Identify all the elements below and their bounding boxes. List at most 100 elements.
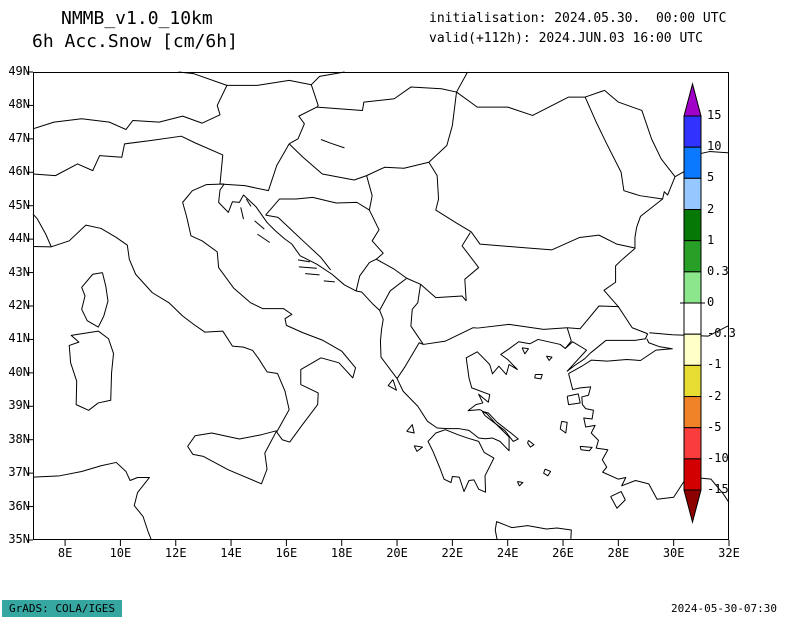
coastline-path xyxy=(69,331,113,410)
lon-axis-label: 28E xyxy=(607,546,630,560)
coastline-path xyxy=(482,411,518,441)
lat-axis-label: 48N xyxy=(8,97,30,112)
country-border-path xyxy=(462,232,479,301)
colorbar-level-label: 0 xyxy=(707,295,715,310)
country-border-path xyxy=(605,90,676,176)
coastline-path xyxy=(528,440,534,447)
country-border-path xyxy=(585,97,662,199)
coastline-path xyxy=(219,184,648,451)
country-border-path xyxy=(289,92,456,180)
lat-axis-label: 41N xyxy=(8,331,30,346)
lat-axis-label: 46N xyxy=(8,164,30,179)
lon-axis-label: 12E xyxy=(164,546,187,560)
colorbar-level-label: -15 xyxy=(707,482,729,497)
lon-axis-label: 8E xyxy=(57,546,73,560)
country-border-path xyxy=(33,136,223,184)
coastline-path xyxy=(517,481,523,485)
lon-axis-label: 14E xyxy=(220,546,242,560)
colorbar-segment xyxy=(683,240,702,273)
field-title: 6h Acc.Snow [cm/6h] xyxy=(32,31,238,52)
country-border-path xyxy=(266,197,370,215)
lat-axis-label: 36N xyxy=(8,498,30,513)
colorbar-segment xyxy=(683,271,702,304)
lat-axis-label: 45N xyxy=(8,197,30,212)
lat-axis-label: 35N xyxy=(8,532,30,546)
lon-axis-label: 32E xyxy=(718,546,740,560)
grads-stamp: GrADS: COLA/IGES xyxy=(2,600,122,617)
colorbar-segment xyxy=(683,177,702,211)
country-border-path xyxy=(457,90,605,115)
colorbar-segment xyxy=(683,396,702,429)
colorbar-segment xyxy=(683,209,702,242)
country-border-path xyxy=(367,176,373,210)
coastline-path xyxy=(560,421,567,433)
coastline-path xyxy=(246,199,251,206)
coastline-path xyxy=(522,348,528,354)
lon-axis-label: 26E xyxy=(552,546,574,560)
lon-axis-label: 30E xyxy=(662,546,685,560)
coastline-path xyxy=(569,339,673,374)
colorbar-arrow-down xyxy=(683,489,702,524)
coastline-path xyxy=(569,374,729,503)
colorbar-segment xyxy=(683,364,702,398)
colorbar-segment xyxy=(683,333,702,366)
coastline-path xyxy=(544,469,551,476)
coastline-path xyxy=(82,273,108,327)
country-border-path xyxy=(429,162,635,250)
colorbar-level-label: -10 xyxy=(707,450,729,465)
lat-axis-label: 47N xyxy=(8,130,30,145)
country-border-path xyxy=(478,324,567,329)
country-border-path xyxy=(411,284,423,344)
colorbar-level-label: -2 xyxy=(707,388,722,403)
lon-axis-label: 18E xyxy=(330,546,353,560)
colorbar-segment xyxy=(683,302,702,335)
country-border-path xyxy=(289,85,318,144)
coastline-path xyxy=(611,492,626,509)
coastline-path xyxy=(495,522,571,540)
lon-axis-label: 10E xyxy=(109,546,132,560)
lon-axis-label: 16E xyxy=(275,546,298,560)
colorbar-level-label: 10 xyxy=(707,139,722,154)
map-canvas xyxy=(33,72,729,540)
lat-axis-label: 49N xyxy=(8,64,30,78)
valid-time: valid(+112h): 2024.JUN.03 16:00 UTC xyxy=(429,31,703,46)
country-border-path xyxy=(356,259,376,291)
colorbar-level-label: 15 xyxy=(707,108,722,122)
coastline-path xyxy=(580,446,592,450)
lat-axis-label: 44N xyxy=(8,231,30,246)
coastline-path xyxy=(324,281,335,282)
coastline-path xyxy=(567,394,580,405)
colorbar-segment xyxy=(683,458,702,491)
country-border-path xyxy=(369,210,406,278)
coastline-path xyxy=(33,462,151,540)
colorbar-level-label: 2 xyxy=(707,201,715,216)
country-border-path xyxy=(33,214,51,247)
coastline-path xyxy=(33,184,356,442)
country-border-path xyxy=(565,328,571,349)
lon-axis-label: 24E xyxy=(496,546,519,560)
initialisation-time: initialisation: 2024.05.30. 00:00 UTC xyxy=(429,11,727,26)
creation-timestamp: 2024-05-30-07:30 xyxy=(671,602,777,615)
lat-axis-label: 40N xyxy=(8,364,30,379)
lat-axis-label: 39N xyxy=(8,398,30,413)
lat-axis-label: 42N xyxy=(8,298,30,312)
coastline-path xyxy=(241,207,244,219)
lat-axis-label: 38N xyxy=(8,431,30,446)
coastline-path xyxy=(388,380,396,391)
colorbar-level-label: 5 xyxy=(707,170,715,185)
colorbar-segment xyxy=(683,146,702,179)
country-border-path xyxy=(407,278,466,301)
country-border-path xyxy=(220,144,289,191)
coastline-path xyxy=(188,431,277,484)
lat-axis-label: 37N xyxy=(8,465,30,480)
coastline-path xyxy=(305,274,319,275)
country-border-path xyxy=(317,87,457,110)
model-name: NMMB_v1.0_10km xyxy=(61,8,213,29)
colorbar-level-label: -1 xyxy=(707,357,722,372)
colorbar-segment xyxy=(683,427,702,460)
map-frame xyxy=(33,72,729,540)
country-border-path xyxy=(397,343,423,379)
colorbar xyxy=(680,82,705,524)
coastline-path xyxy=(407,425,414,433)
